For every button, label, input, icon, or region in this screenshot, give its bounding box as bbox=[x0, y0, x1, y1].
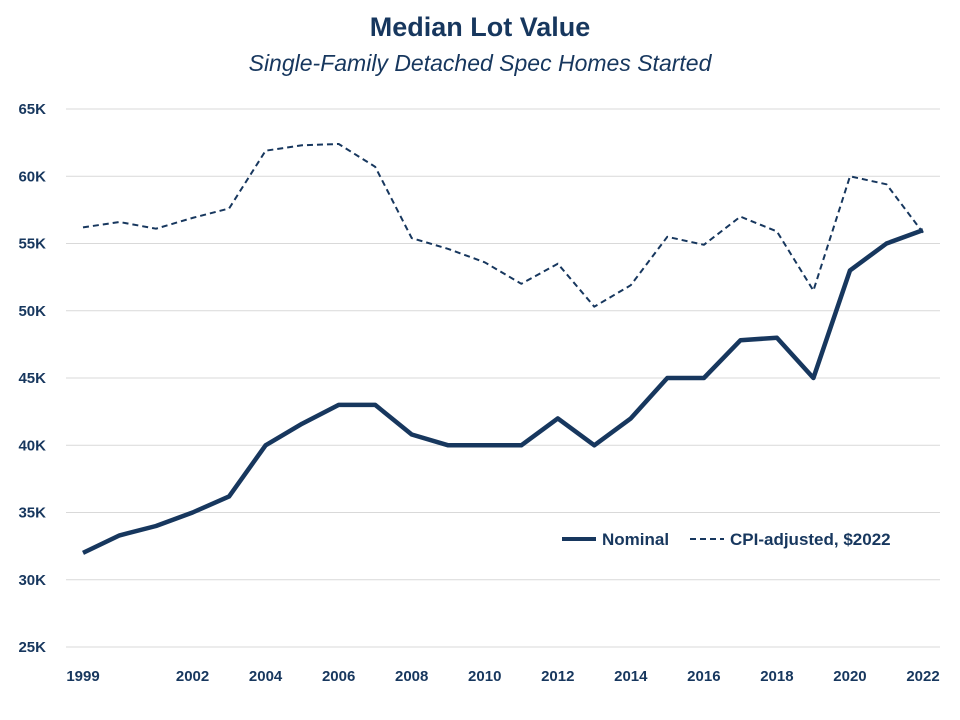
x-tick-label: 2008 bbox=[395, 668, 428, 685]
legend-label-nominal: Nominal bbox=[602, 530, 669, 549]
x-tick-label: 2016 bbox=[687, 668, 720, 685]
x-tick-label: 2022 bbox=[906, 668, 939, 685]
y-axis-tick-labels: 25K 30K 35K 40K 45K 50K 55K 60K 65K bbox=[18, 101, 46, 656]
x-tick-label: 2018 bbox=[760, 668, 793, 685]
y-tick-label: 60K bbox=[18, 168, 46, 185]
x-tick-label: 2010 bbox=[468, 668, 501, 685]
series-lines bbox=[82, 143, 924, 555]
x-tick-label: 2006 bbox=[322, 668, 355, 685]
gridlines bbox=[66, 108, 940, 648]
x-tick-label: 2012 bbox=[541, 668, 574, 685]
x-tick-label: 2004 bbox=[249, 668, 283, 685]
legend-label-cpi-adjusted: CPI-adjusted, $2022 bbox=[730, 530, 891, 549]
y-tick-label: 50K bbox=[18, 303, 46, 320]
chart-title: Median Lot Value bbox=[369, 12, 591, 42]
y-tick-label: 25K bbox=[18, 639, 46, 656]
y-tick-label: 40K bbox=[18, 437, 46, 454]
x-tick-label: 2002 bbox=[176, 668, 209, 685]
x-tick-label: 2014 bbox=[614, 668, 648, 685]
chart-subtitle: Single-Family Detached Spec Homes Starte… bbox=[248, 50, 712, 76]
x-tick-label: 2020 bbox=[833, 668, 866, 685]
y-tick-label: 55K bbox=[18, 236, 46, 253]
x-tick-label: 1999 bbox=[66, 668, 99, 685]
y-tick-label: 35K bbox=[18, 505, 46, 522]
series-line-nominal bbox=[82, 227, 924, 555]
y-tick-label: 30K bbox=[18, 572, 46, 589]
legend: Nominal CPI-adjusted, $2022 bbox=[562, 530, 891, 549]
x-axis-tick-labels: 1999 2002 2004 2006 2008 2010 2012 2014 2016 2018… bbox=[66, 668, 939, 685]
y-tick-label: 65K bbox=[18, 101, 46, 118]
series-line-cpi-adjusted bbox=[82, 143, 924, 308]
y-tick-label: 45K bbox=[18, 370, 46, 387]
